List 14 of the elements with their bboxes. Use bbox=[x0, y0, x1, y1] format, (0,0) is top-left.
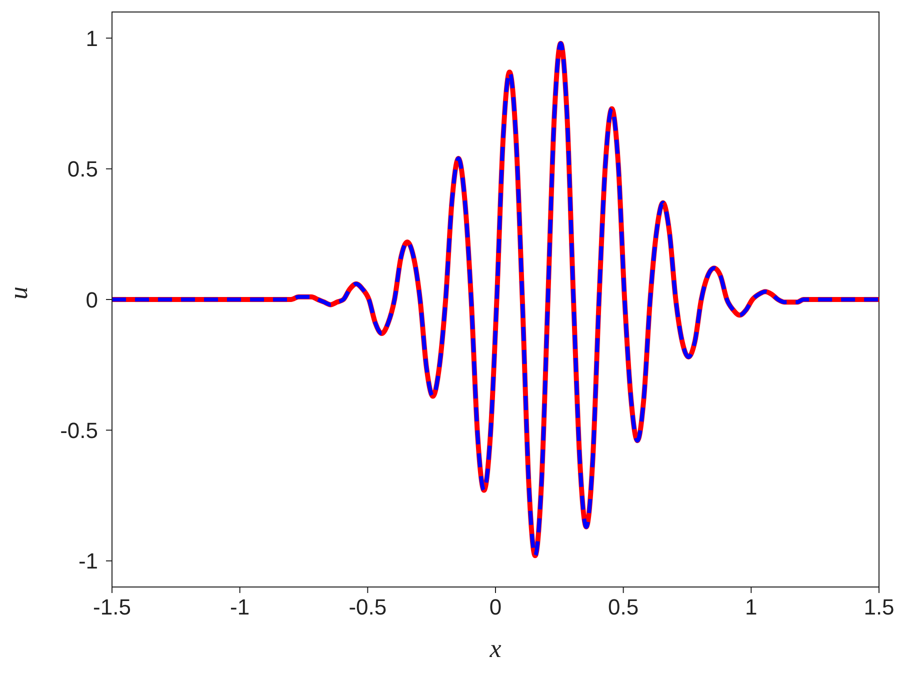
y-tick-label: 1 bbox=[86, 26, 98, 51]
y-tick-label: -1 bbox=[78, 548, 98, 574]
y-axis-title: u bbox=[4, 286, 34, 300]
x-tick-label: 1 bbox=[745, 594, 758, 620]
x-tick-label: -1 bbox=[230, 594, 250, 620]
y-tick-label: -0.5 bbox=[60, 418, 98, 443]
x-tick-label: -0.5 bbox=[348, 594, 387, 620]
x-tick-label: -1.5 bbox=[93, 594, 131, 620]
y-tick-label: 0 bbox=[86, 287, 98, 312]
y-tick-label: 0.5 bbox=[67, 156, 98, 182]
x-tick-label: 0.5 bbox=[608, 594, 639, 620]
x-tick-label: 1.5 bbox=[864, 594, 894, 620]
x-axis-title: x bbox=[488, 634, 502, 663]
x-tick-label: 0 bbox=[489, 594, 502, 620]
